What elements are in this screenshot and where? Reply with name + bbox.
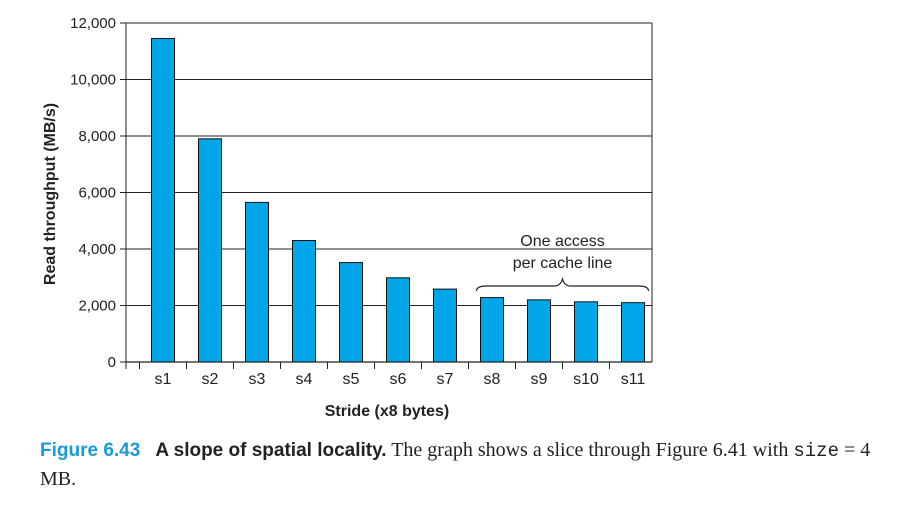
- x-tick-label: s8: [484, 371, 501, 388]
- y-tick-label: 2,000: [78, 298, 116, 315]
- bar-s4: [292, 240, 316, 363]
- bar-s9: [527, 299, 551, 363]
- bar-s3: [245, 201, 269, 363]
- x-tick-labels: s1 s2 s3 s4 s5 s6 s7 s8 s9 s10 s11: [155, 371, 646, 388]
- x-tick-label: s10: [573, 371, 599, 388]
- caption-text: The graph shows a slice through Figure 6…: [386, 439, 794, 461]
- x-tick-label: s4: [296, 371, 313, 388]
- annotation: One access per cache line: [475, 233, 650, 292]
- y-tick-label: 12,000: [70, 15, 116, 32]
- annotation-brace: [475, 276, 650, 292]
- x-tick-label: s1: [155, 371, 172, 388]
- bar-s8: [480, 297, 504, 363]
- y-tick-label: 0: [108, 354, 116, 371]
- y-tick-label: 6,000: [78, 185, 116, 202]
- x-tick-label: s11: [621, 371, 646, 388]
- y-tick-labels: 0 2,000 4,000 6,000 8,000 10,000 12,000: [70, 15, 116, 371]
- bars: [151, 38, 645, 363]
- bar-s5: [339, 262, 363, 363]
- x-tick-label: s6: [390, 371, 407, 388]
- caption-equation: = 4 MB.: [40, 439, 871, 490]
- bar-s7: [433, 288, 457, 363]
- y-tick-label: 10,000: [70, 72, 116, 89]
- x-tick-label: s9: [531, 371, 548, 388]
- figure-caption: Figure 6.43 A slope of spatial locality.…: [40, 436, 890, 493]
- x-tick-label: s7: [437, 371, 454, 388]
- x-tick-label: s2: [202, 371, 219, 388]
- x-tick-label: s3: [249, 371, 266, 388]
- bar-s2: [198, 138, 222, 363]
- y-tick-label: 8,000: [78, 128, 116, 145]
- bar-s1: [151, 38, 175, 363]
- bar-s10: [574, 301, 598, 363]
- annotation-line-2: per cache line: [513, 255, 613, 272]
- bar-s6: [386, 277, 410, 363]
- axes: [120, 22, 653, 369]
- x-axis-label: Stride (x8 bytes): [325, 403, 449, 420]
- y-axis-label: Read throughput (MB/s): [42, 103, 59, 285]
- x-tick-label: s5: [343, 371, 360, 388]
- bar-chart: 0 2,000 4,000 6,000 8,000 10,000 12,000 s1 s2 s3…: [42, 15, 653, 420]
- figure-title: A slope of spatial locality.: [155, 440, 387, 461]
- caption-code: size: [793, 440, 839, 462]
- figure-label: Figure 6.43: [40, 440, 141, 461]
- annotation-line-1: One access: [520, 233, 604, 250]
- bar-s11: [621, 302, 645, 363]
- y-tick-label: 4,000: [78, 241, 116, 258]
